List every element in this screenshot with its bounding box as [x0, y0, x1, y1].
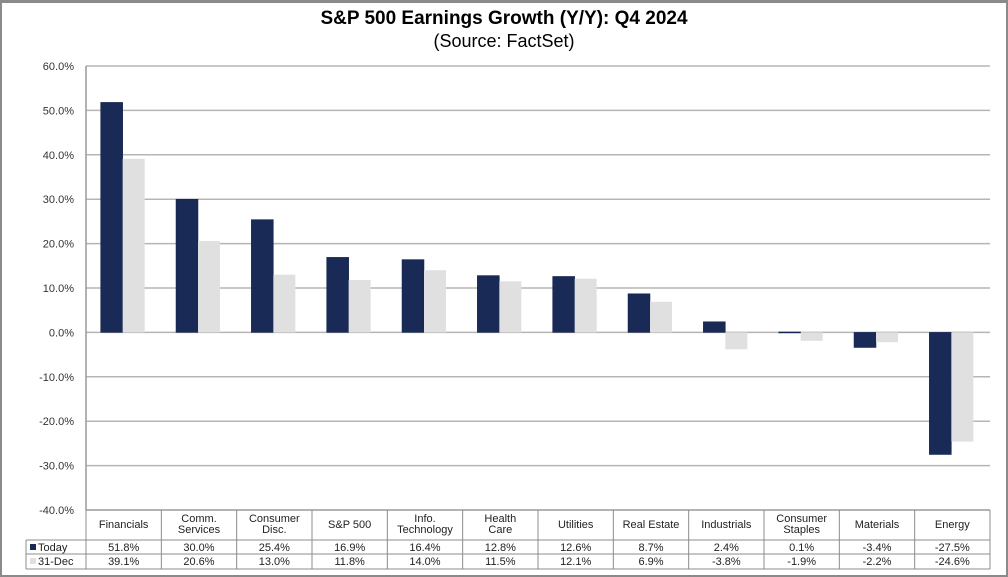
y-tick-label: 40.0% — [43, 150, 74, 162]
bars — [100, 102, 974, 455]
y-tick-label: -20.0% — [39, 416, 74, 428]
data-label: -3.4% — [863, 542, 892, 554]
category-label: Consumer Staples — [776, 513, 827, 536]
bar-today — [251, 219, 274, 333]
y-tick-label: 50.0% — [43, 105, 74, 117]
bar-31-dec — [725, 332, 748, 350]
gridlines — [85, 65, 990, 511]
legend-label: Today — [38, 542, 68, 554]
category-label: Real Estate — [623, 519, 680, 531]
y-tick-label: 60.0% — [43, 61, 74, 73]
y-axis-ticks: 60.0% 50.0% 40.0% 30.0% 20.0% 10.0% 0.0% -10.0%… — [39, 61, 74, 517]
y-tick-label: -10.0% — [39, 372, 74, 384]
y-tick-label: 20.0% — [43, 239, 74, 251]
data-label: 16.9% — [334, 542, 365, 554]
category-label: Energy — [935, 519, 970, 531]
data-label: 13.0% — [259, 556, 290, 568]
bar-today — [703, 321, 726, 333]
y-tick-label: -40.0% — [39, 505, 74, 517]
data-label: 51.8% — [108, 542, 139, 554]
data-label: 0.1% — [789, 542, 814, 554]
data-label: 11.8% — [334, 556, 365, 568]
data-label: -24.6% — [935, 556, 970, 568]
category-label: Consumer Disc. — [249, 513, 300, 536]
bar-31-dec — [198, 240, 220, 333]
bar-31-dec — [876, 332, 898, 343]
bar-today — [175, 198, 199, 333]
y-tick-label: 0.0% — [49, 327, 74, 339]
y-tick-label: 30.0% — [43, 194, 74, 206]
data-label: 12.6% — [560, 542, 591, 554]
bar-today — [552, 276, 575, 333]
bar-today — [929, 332, 952, 455]
data-label: 39.1% — [108, 556, 139, 568]
bar-31-dec — [800, 332, 823, 341]
legend-label: 31-Dec — [38, 556, 74, 568]
data-label: 12.8% — [485, 542, 516, 554]
chart-title: S&P 500 Earnings Growth (Y/Y): Q4 2024 — [320, 8, 688, 29]
category-label: Financials — [99, 519, 149, 531]
bar-today — [477, 275, 500, 333]
data-label: -27.5% — [935, 542, 970, 554]
bar-today — [100, 102, 123, 333]
category-label: Materials — [855, 519, 900, 531]
category-label: Comm. Services — [178, 513, 221, 536]
data-label: 16.4% — [409, 542, 440, 554]
bar-today — [401, 259, 425, 333]
data-label: 8.7% — [638, 542, 663, 554]
data-label: 12.1% — [560, 556, 591, 568]
data-table: Financials Comm. Services Consumer Disc. S&P … — [25, 509, 991, 570]
y-tick-label: 10.0% — [43, 283, 74, 295]
bar-31-dec — [650, 301, 672, 333]
data-label: -3.8% — [712, 556, 741, 568]
bar-31-dec — [348, 280, 371, 333]
category-label: Health Care — [484, 513, 516, 536]
category-label: S&P 500 — [328, 519, 371, 531]
bar-31-dec — [951, 332, 974, 442]
data-label: 14.0% — [409, 556, 440, 568]
data-label: 20.6% — [183, 556, 214, 568]
bar-today — [778, 331, 801, 334]
bar-31-dec — [574, 278, 597, 333]
data-label: 30.0% — [183, 542, 214, 554]
bar-31-dec — [499, 281, 522, 333]
category-label: Utilities — [558, 519, 594, 531]
bar-31-dec — [273, 274, 296, 333]
category-label: Info. Technology — [397, 513, 453, 536]
bar-today — [627, 293, 651, 333]
data-label: 2.4% — [714, 542, 739, 554]
data-label: -2.2% — [863, 556, 892, 568]
bar-31-dec — [122, 158, 145, 333]
bar-today — [326, 257, 349, 333]
y-tick-label: -30.0% — [39, 461, 74, 473]
data-label: 11.5% — [485, 556, 516, 568]
data-label: 25.4% — [259, 542, 290, 554]
data-label: -1.9% — [787, 556, 816, 568]
data-label: 6.9% — [638, 556, 663, 568]
bar-today — [853, 332, 877, 348]
chart-subtitle: (Source: FactSet) — [433, 31, 575, 51]
legend-swatch-today — [30, 544, 36, 550]
category-label: Industrials — [701, 519, 752, 531]
bar-31-dec — [424, 270, 446, 333]
legend-swatch-31-dec — [30, 558, 36, 564]
